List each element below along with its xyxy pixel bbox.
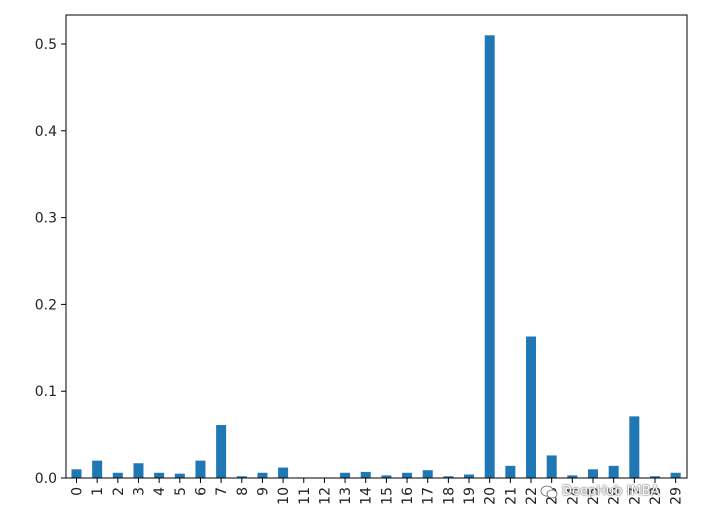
bar-3 [133, 463, 144, 478]
y-axis: 0.0 0.1 0.2 0.3 0.4 0.5 [35, 37, 66, 487]
x-tick-label: 14 [359, 487, 375, 505]
bar-2 [112, 472, 123, 478]
y-tick-label: 0.3 [35, 211, 57, 227]
bar-18 [443, 476, 454, 478]
bar-25 [588, 469, 598, 478]
plot-frame [65, 14, 688, 479]
x-tick-label: 24 [565, 487, 581, 505]
x-axis: 0123456789101112131415161718192021222324… [70, 478, 685, 505]
bar-16 [402, 472, 413, 478]
x-tick-label: 3 [131, 487, 147, 496]
x-tick-label: 18 [441, 487, 457, 505]
bar-15 [381, 475, 392, 478]
x-tick-label: 6 [193, 487, 209, 496]
bar-5 [174, 473, 185, 478]
x-tick-label: 20 [483, 487, 499, 505]
bar-23 [546, 455, 557, 478]
y-tick-label: 0.2 [35, 297, 57, 313]
x-tick-label: 15 [379, 487, 395, 505]
bar-26 [608, 465, 619, 478]
x-tick-label: 29 [669, 487, 685, 505]
bar-7 [216, 425, 227, 478]
bar-6 [195, 460, 206, 478]
bar-0 [71, 469, 82, 478]
bar-13 [340, 472, 351, 478]
x-tick-label: 7 [214, 487, 230, 496]
x-tick-label: 5 [173, 487, 189, 496]
watermark: DeepHub IMBA [540, 484, 660, 499]
bar-21 [505, 465, 516, 478]
watermark-text: DeepHub IMBA [562, 484, 660, 499]
x-tick-label: 16 [400, 487, 416, 505]
x-tick-label: 4 [152, 487, 168, 496]
bar-24 [567, 475, 578, 478]
bar-19 [464, 474, 475, 478]
x-tick-label: 13 [338, 487, 354, 505]
bar-29 [670, 472, 681, 478]
x-tick-label: 27 [627, 487, 643, 505]
bar-14 [360, 471, 371, 478]
x-tick-label: 9 [255, 487, 271, 496]
y-tick-label: 0.0 [35, 471, 57, 487]
x-tick-label: 17 [421, 487, 437, 505]
y-tick-label: 0.1 [35, 384, 57, 400]
bar-8 [236, 476, 247, 478]
x-tick-label: 2 [111, 487, 127, 496]
x-tick-label: 10 [276, 487, 292, 505]
x-tick-label: 8 [235, 487, 251, 496]
bar-27 [629, 416, 640, 478]
bar-20 [484, 35, 495, 478]
bar-17 [422, 470, 433, 478]
y-tick-label: 0.5 [35, 37, 57, 53]
y-tick-label: 0.4 [35, 124, 57, 140]
bar-28 [649, 476, 660, 478]
bar-1 [92, 460, 103, 478]
wechat-icon [540, 485, 558, 498]
x-tick-label: 11 [297, 487, 313, 505]
bar-9 [257, 472, 268, 478]
x-tick-label: 19 [462, 487, 478, 505]
x-tick-label: 1 [90, 487, 106, 496]
x-tick-label: 25 [586, 487, 602, 505]
bar-10 [278, 467, 289, 478]
x-tick-label: 28 [648, 487, 664, 505]
bar-22 [526, 336, 537, 478]
x-tick-label: 21 [503, 487, 519, 505]
x-tick-label: 26 [607, 487, 623, 505]
bars-group [71, 35, 681, 478]
x-tick-label: 12 [317, 487, 333, 505]
x-tick-label: 22 [524, 487, 540, 505]
x-tick-label: 0 [70, 487, 86, 496]
bar-4 [154, 472, 165, 478]
